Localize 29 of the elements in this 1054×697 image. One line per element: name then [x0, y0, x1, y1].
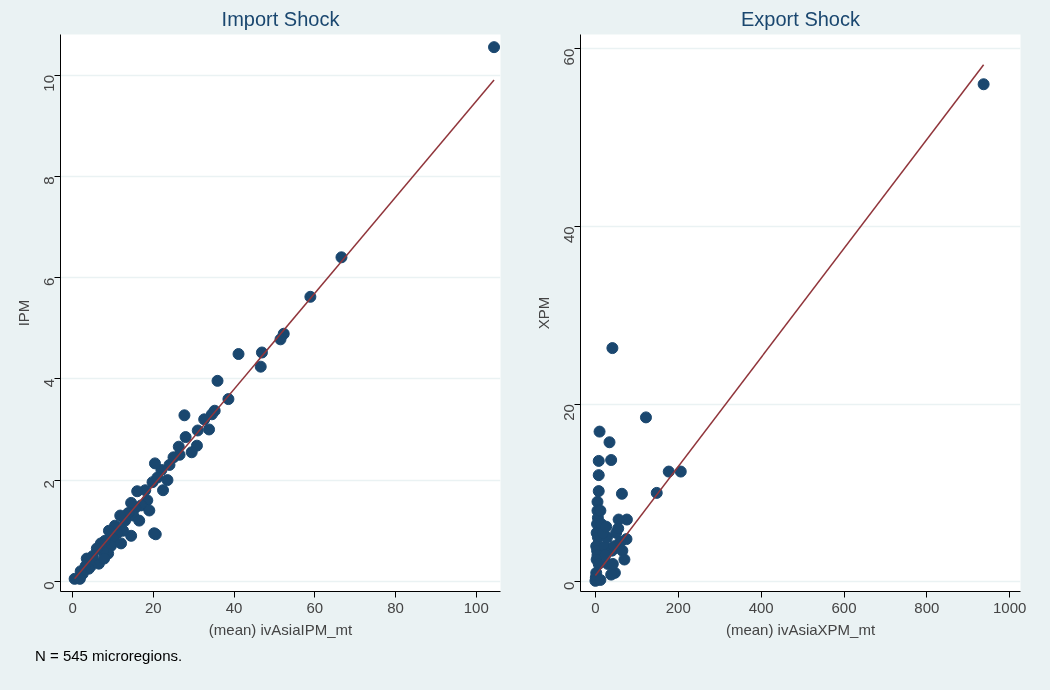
y-tick-label: 10 [40, 75, 58, 92]
x-tick-label: 0 [68, 598, 77, 616]
x-axis-title: (mean) ivAsiaXPM_mt [725, 620, 876, 638]
y-tick-label: 0 [560, 581, 578, 591]
x-tick-label: 20 [145, 598, 162, 616]
x-tick-label: 1000 [993, 598, 1027, 616]
y-tick-label: 2 [40, 480, 58, 489]
y-tick-label: 60 [560, 48, 578, 66]
x-axis-title: (mean) ivAsiaIPM_mt [208, 620, 354, 638]
x-tick-label: 40 [225, 598, 243, 616]
x-tick-label: 800 [914, 598, 940, 616]
y-tick-label: 4 [40, 378, 58, 388]
x-tick-label: 0 [591, 598, 600, 616]
text: N = 545 microregions. [35, 646, 183, 666]
y-tick-label: 20 [560, 404, 578, 421]
x-tick-label: 200 [665, 598, 691, 616]
y-tick-label: 6 [40, 277, 58, 286]
x-tick-label: 600 [831, 598, 857, 616]
chart-title: Export Shock [741, 7, 861, 30]
y-axis-title: IPM [14, 299, 32, 327]
y-tick-label: 40 [560, 226, 578, 244]
x-tick-label: 60 [306, 598, 324, 616]
y-axis-title: XPM [534, 296, 552, 330]
y-tick-label: 0 [40, 581, 58, 590]
x-tick-label: 100 [463, 598, 489, 616]
x-tick-label: 80 [387, 598, 404, 616]
chart-title: Import Shock [221, 7, 341, 30]
x-tick-label: 400 [748, 598, 774, 616]
y-tick-label: 8 [40, 176, 58, 185]
